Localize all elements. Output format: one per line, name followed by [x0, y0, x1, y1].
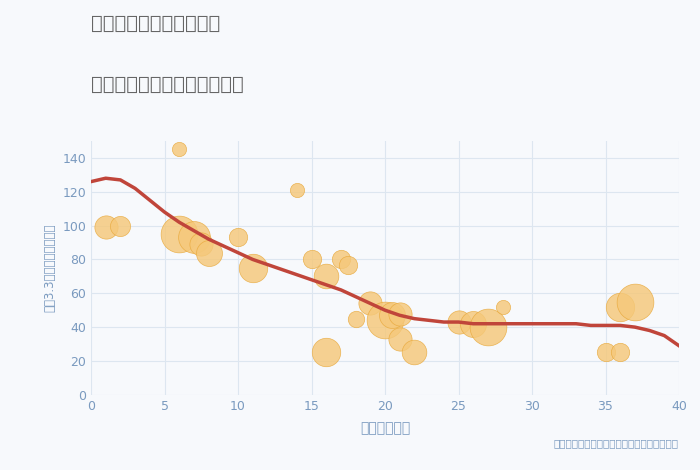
Point	[600, 349, 611, 356]
Point	[453, 318, 464, 326]
Point	[629, 298, 641, 306]
Point	[409, 349, 420, 356]
Point	[468, 320, 479, 328]
Point	[335, 256, 346, 263]
Point	[394, 310, 405, 317]
Point	[195, 241, 207, 248]
Point	[350, 315, 361, 322]
Text: 築年数別中古マンション価格: 築年数別中古マンション価格	[91, 75, 244, 94]
Y-axis label: 坪（3.3㎡）単価（万円）: 坪（3.3㎡）単価（万円）	[43, 224, 57, 312]
Point	[306, 256, 317, 263]
Point	[365, 300, 376, 307]
Point	[247, 264, 258, 272]
Point	[203, 249, 214, 257]
Point	[497, 303, 508, 311]
Point	[291, 186, 302, 194]
Point	[174, 230, 185, 238]
Point	[615, 303, 626, 311]
Point	[343, 261, 354, 268]
Point	[394, 335, 405, 343]
Text: 円の大きさは、取引のあった物件面積を示す: 円の大きさは、取引のあった物件面積を示す	[554, 438, 679, 448]
Point	[321, 349, 332, 356]
Point	[188, 234, 199, 241]
Point	[115, 222, 126, 229]
Point	[482, 323, 493, 331]
Point	[174, 146, 185, 153]
Text: 奈良県磯城郡川西町保田: 奈良県磯城郡川西町保田	[91, 14, 220, 33]
Point	[100, 224, 111, 231]
Point	[386, 312, 398, 319]
X-axis label: 築年数（年）: 築年数（年）	[360, 421, 410, 435]
Point	[232, 234, 244, 241]
Point	[321, 273, 332, 280]
Point	[615, 349, 626, 356]
Point	[379, 317, 391, 324]
